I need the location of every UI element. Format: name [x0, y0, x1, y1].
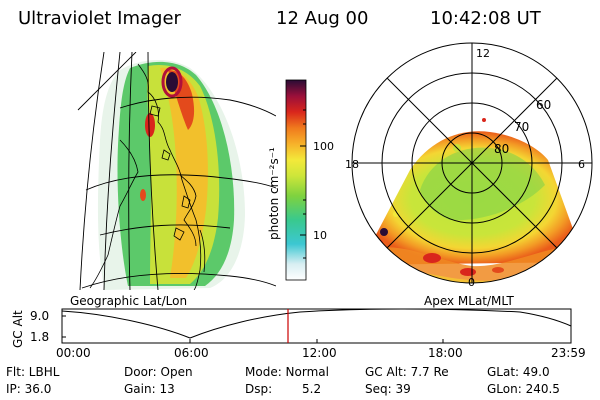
colorbar	[285, 79, 307, 281]
auroral-peak	[166, 72, 178, 92]
xtick-0600: 06:00	[174, 346, 209, 360]
altitude-ytick-high: 9.0	[30, 309, 49, 323]
auroral-peak-ring	[161, 66, 183, 98]
mlt-label-12: 12	[476, 47, 490, 60]
lat-label-60: 60	[536, 98, 551, 112]
xtick-1200: 12:00	[302, 346, 337, 360]
polar-panel	[351, 42, 593, 284]
info-gcalt: GC Alt: 7.7 Re	[365, 365, 449, 379]
red-patch-left-2	[140, 189, 146, 201]
polar-meridian-diag-2	[386, 77, 558, 249]
info-gain: Gain: 13	[124, 382, 175, 396]
coastlines	[89, 63, 206, 290]
colorbar-label: photon cm⁻²s⁻¹	[267, 147, 281, 240]
info-dsp-value: 5.2	[302, 382, 322, 396]
polar-hotspot-1	[380, 228, 388, 236]
xtick-0000: 00:00	[56, 346, 91, 360]
info-mode: Mode: Normal	[245, 365, 329, 379]
lat-label-80: 80	[494, 142, 509, 156]
altitude-ytick-low: 1.8	[30, 330, 49, 344]
info-door: Door: Open	[124, 365, 193, 379]
time-label: 10:42:08 UT	[430, 8, 541, 29]
polar-hotspot-5	[482, 118, 486, 122]
polar-red-patch-2	[460, 268, 476, 276]
red-patch-left	[145, 113, 155, 137]
altitude-plot	[61, 308, 572, 344]
right-panel-caption: Apex MLat/MLT	[424, 294, 514, 308]
polar-red-patch-1	[423, 253, 441, 263]
info-ip: IP: 36.0	[6, 382, 52, 396]
geographic-panel	[77, 52, 276, 290]
polar-red-patch-3	[492, 267, 504, 273]
left-panel-caption: Geographic Lat/Lon	[70, 294, 188, 308]
xtick-2359: 23:59	[551, 346, 586, 360]
lat-label-70: 70	[514, 120, 529, 134]
polar-grid	[351, 42, 593, 284]
altitude-ylabel: GC Alt	[11, 310, 25, 348]
colorbar-tick-label-10: 10	[313, 229, 327, 242]
instrument-title: Ultraviolet Imager	[18, 8, 181, 29]
info-seq: Seq: 39	[365, 382, 411, 396]
mlt-label-18: 18	[345, 158, 359, 171]
polar-oval-inner	[420, 147, 545, 221]
mlt-label-0: 0	[468, 276, 475, 289]
mlt-label-6: 6	[578, 158, 585, 171]
info-filter: Flt: LBHL	[6, 365, 60, 379]
date-label: 12 Aug 00	[276, 8, 369, 29]
info-glat: GLat: 49.0	[487, 365, 550, 379]
altitude-plot-frame	[61, 308, 572, 344]
xtick-1800: 18:00	[428, 346, 463, 360]
colorbar-tick-label-100: 100	[313, 140, 334, 153]
colorbar-bar	[285, 79, 307, 281]
info-glon: GLon: 240.5	[487, 382, 560, 396]
altitude-curve	[61, 308, 572, 339]
polar-hotspot-3	[393, 211, 399, 217]
info-dsp-label: Dsp:	[245, 382, 273, 396]
